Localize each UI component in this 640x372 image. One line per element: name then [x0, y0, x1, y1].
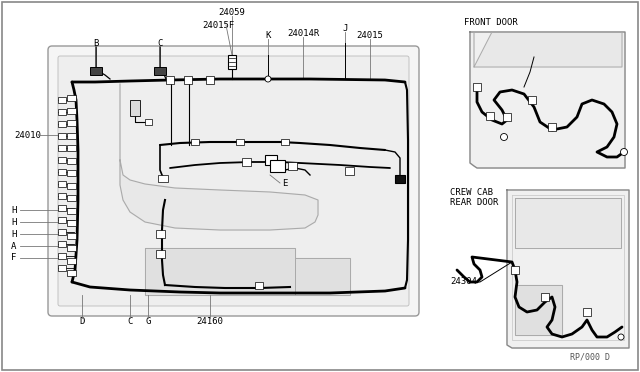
Bar — [166, 76, 174, 84]
Bar — [58, 193, 66, 199]
Bar — [145, 119, 152, 125]
Bar — [191, 139, 199, 145]
Bar — [58, 229, 66, 235]
Bar — [270, 160, 285, 172]
Polygon shape — [515, 198, 621, 248]
Bar — [58, 181, 66, 187]
Bar — [67, 120, 76, 126]
Bar — [58, 205, 66, 211]
Bar — [236, 139, 244, 145]
Bar — [67, 183, 76, 189]
Bar — [67, 95, 76, 101]
Text: C: C — [157, 38, 163, 48]
Bar — [67, 145, 76, 151]
Bar — [265, 155, 277, 165]
Bar — [58, 109, 66, 115]
Bar — [67, 170, 76, 176]
Polygon shape — [145, 248, 295, 295]
Circle shape — [618, 334, 624, 340]
Bar — [67, 245, 76, 251]
Text: 24302 (RH): 24302 (RH) — [494, 38, 548, 46]
Text: H: H — [12, 205, 17, 215]
Text: 24160: 24160 — [196, 317, 223, 327]
Bar — [58, 217, 66, 223]
Text: 24059: 24059 — [219, 7, 245, 16]
Circle shape — [265, 76, 271, 82]
Text: C: C — [127, 317, 132, 327]
Text: H: H — [12, 218, 17, 227]
FancyBboxPatch shape — [58, 56, 409, 306]
Polygon shape — [470, 32, 625, 168]
Text: K: K — [266, 31, 271, 39]
Text: FRONT DOOR: FRONT DOOR — [464, 18, 518, 27]
Bar — [255, 282, 263, 289]
Bar — [58, 157, 66, 163]
Circle shape — [500, 134, 508, 141]
Bar — [58, 121, 66, 127]
Bar — [228, 55, 236, 69]
FancyBboxPatch shape — [48, 46, 419, 316]
Bar — [67, 208, 76, 214]
Bar — [67, 195, 76, 201]
Text: B: B — [93, 38, 99, 48]
Bar — [473, 83, 481, 91]
Text: RP/000 D: RP/000 D — [570, 353, 610, 362]
Bar — [67, 157, 76, 164]
Bar — [67, 108, 76, 113]
Bar — [67, 132, 76, 138]
Text: 24014R: 24014R — [287, 29, 319, 38]
Bar — [156, 250, 165, 258]
Polygon shape — [295, 258, 350, 295]
Bar — [58, 145, 66, 151]
Bar — [67, 270, 76, 276]
Bar — [345, 167, 354, 175]
Text: F: F — [12, 253, 17, 263]
Bar — [130, 100, 140, 116]
Text: G: G — [145, 317, 150, 327]
Bar — [206, 76, 214, 84]
Polygon shape — [515, 285, 562, 335]
Bar — [395, 175, 405, 183]
Bar — [67, 220, 76, 226]
Bar — [242, 158, 251, 166]
Text: 24302N(LH): 24302N(LH) — [494, 48, 548, 57]
Bar — [288, 162, 297, 170]
Text: 24010: 24010 — [14, 131, 41, 140]
Bar — [541, 293, 549, 301]
Bar — [58, 97, 66, 103]
Bar — [67, 257, 76, 263]
Bar — [486, 112, 494, 120]
Text: H: H — [12, 230, 17, 238]
Bar — [583, 308, 591, 316]
Bar — [511, 266, 519, 274]
Polygon shape — [474, 32, 622, 67]
Bar — [67, 232, 76, 238]
Bar — [528, 96, 536, 104]
Bar — [158, 175, 168, 182]
Text: J: J — [342, 23, 348, 32]
Text: E: E — [282, 179, 288, 187]
Bar — [184, 76, 192, 84]
Bar — [548, 123, 556, 131]
Text: 24015: 24015 — [356, 31, 383, 39]
Text: D: D — [79, 317, 84, 327]
Circle shape — [621, 148, 627, 155]
Bar — [58, 253, 66, 259]
Bar — [154, 67, 166, 75]
Polygon shape — [120, 84, 318, 230]
Text: CREW CAB: CREW CAB — [450, 188, 493, 197]
Text: A: A — [12, 241, 17, 250]
Bar — [156, 230, 165, 238]
Bar — [58, 241, 66, 247]
Bar — [58, 133, 66, 139]
Text: 24304: 24304 — [450, 278, 477, 286]
Text: 24015F: 24015F — [202, 20, 234, 29]
Polygon shape — [507, 190, 629, 348]
Bar — [281, 139, 289, 145]
Bar — [58, 265, 66, 271]
Bar — [90, 67, 102, 75]
Text: REAR DOOR: REAR DOOR — [450, 198, 499, 207]
Bar — [503, 113, 511, 121]
Bar — [58, 169, 66, 175]
